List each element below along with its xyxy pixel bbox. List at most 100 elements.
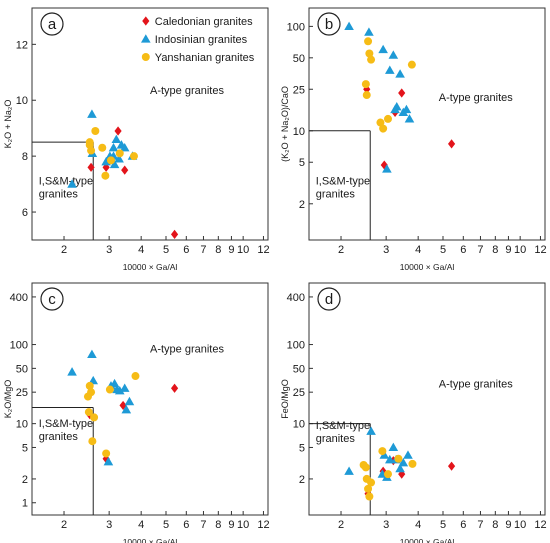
x-tick-label: 12 bbox=[257, 519, 269, 531]
panel-letter: d bbox=[325, 291, 333, 308]
yanshanian-point bbox=[87, 146, 96, 155]
caledonian-point bbox=[170, 229, 179, 240]
yanshanian-point bbox=[362, 91, 371, 100]
panel-letter: c bbox=[48, 291, 56, 308]
x-tick-label: 6 bbox=[183, 519, 189, 531]
x-tick-label: 3 bbox=[106, 244, 112, 256]
y-tick-label: 50 bbox=[16, 363, 28, 375]
indosinian-point bbox=[108, 142, 119, 152]
x-tick-label: 7 bbox=[200, 244, 206, 256]
y-tick-label: 10 bbox=[16, 419, 28, 431]
yanshanian-point bbox=[90, 413, 99, 422]
indosinian-point bbox=[87, 349, 97, 359]
y-tick-label: 10 bbox=[16, 95, 28, 107]
i-sm-type-region-label: I,S&M-type bbox=[39, 418, 93, 430]
panel-badge bbox=[40, 12, 64, 36]
y-tick-label: 100 bbox=[287, 21, 305, 33]
y-tick-label: 10 bbox=[293, 419, 305, 431]
x-tick-label: 10 bbox=[237, 519, 249, 531]
indosinian-point bbox=[344, 21, 354, 30]
caledonian-point bbox=[121, 165, 129, 175]
x-tick-label: 9 bbox=[228, 519, 234, 531]
yanshanian-point bbox=[365, 492, 374, 501]
yanshanian-point bbox=[394, 454, 403, 463]
indosinian-point bbox=[388, 50, 399, 59]
yanshanian-point bbox=[367, 478, 376, 487]
indosinian-point bbox=[385, 454, 395, 464]
yanshanian-point bbox=[88, 437, 97, 446]
x-tick-label: 8 bbox=[215, 519, 221, 531]
x-tick-label: 7 bbox=[477, 244, 483, 256]
x-tick-label: 3 bbox=[383, 244, 389, 256]
x-tick-label: 2 bbox=[338, 519, 344, 531]
x-tick-label: 12 bbox=[534, 244, 546, 256]
indosinian-point bbox=[403, 450, 413, 459]
x-tick-label: 7 bbox=[477, 519, 483, 531]
yanshanian-point bbox=[367, 55, 376, 64]
y-tick-label: 1 bbox=[22, 498, 28, 510]
yanshanian-point bbox=[85, 381, 94, 390]
panel-badge bbox=[317, 12, 341, 36]
yanshanian-point bbox=[105, 385, 114, 394]
x-tick-label: 4 bbox=[415, 244, 421, 256]
y-tick-label: 5 bbox=[22, 442, 28, 454]
i-sm-type-region-label: I,S&M-type bbox=[316, 175, 370, 187]
y-tick-label: 2 bbox=[299, 199, 305, 211]
y-axis-label: K₂O + Na₂O bbox=[3, 100, 13, 149]
yanshanian-point bbox=[106, 156, 115, 165]
yanshanian-point bbox=[84, 408, 93, 417]
caledonian-point bbox=[447, 139, 456, 149]
legend-indosinian-swatch bbox=[141, 34, 151, 43]
y-tick-label: 6 bbox=[22, 207, 28, 219]
yanshanian-point bbox=[115, 149, 124, 158]
legend-caledonian-label: Caledonian granites bbox=[155, 16, 253, 28]
y-tick-label: 12 bbox=[16, 39, 28, 51]
caledonian-point bbox=[170, 383, 179, 393]
x-tick-label: 10 bbox=[237, 244, 249, 256]
plot-frame bbox=[308, 7, 546, 241]
yanshanian-point bbox=[383, 114, 392, 123]
panel-badge bbox=[40, 287, 64, 311]
y-tick-label: 100 bbox=[10, 340, 28, 352]
yanshanian-point bbox=[91, 126, 100, 135]
plot-frame bbox=[308, 282, 546, 516]
x-tick-label: 9 bbox=[505, 244, 511, 256]
indosinian-point bbox=[364, 27, 374, 36]
x-tick-label: 10 bbox=[514, 244, 526, 256]
x-tick-label: 4 bbox=[138, 519, 144, 531]
legend-yanshanian-label: Yanshanian granites bbox=[155, 52, 255, 64]
yanshanian-point bbox=[408, 459, 417, 468]
x-tick-label: 5 bbox=[440, 519, 446, 531]
i-sm-type-region-label: granites bbox=[316, 188, 356, 200]
indosinian-point bbox=[382, 164, 392, 173]
yanshanian-point bbox=[365, 49, 374, 58]
x-tick-label: 5 bbox=[163, 519, 169, 531]
indosinian-point bbox=[395, 69, 405, 78]
x-tick-label: 8 bbox=[492, 244, 498, 256]
y-tick-label: 2 bbox=[22, 474, 28, 486]
a-type-region-label: A-type granites bbox=[439, 378, 513, 390]
x-tick-label: 4 bbox=[138, 244, 144, 256]
yanshanian-point bbox=[87, 388, 96, 397]
a-type-region-label: A-type granites bbox=[150, 85, 224, 97]
indosinian-point bbox=[114, 154, 124, 163]
caledonian-point bbox=[119, 400, 127, 411]
x-tick-label: 7 bbox=[200, 519, 206, 531]
x-axis-label: 10000 × Ga/Al bbox=[123, 262, 178, 272]
indosinian-point bbox=[87, 109, 97, 118]
i-sm-type-region-label: granites bbox=[316, 433, 356, 445]
indosinian-point bbox=[404, 114, 415, 123]
a-type-region-label: A-type granites bbox=[439, 92, 513, 104]
x-tick-label: 6 bbox=[460, 244, 466, 256]
x-tick-label: 2 bbox=[338, 244, 344, 256]
x-tick-label: 6 bbox=[460, 519, 466, 531]
indosinian-point bbox=[391, 101, 402, 111]
indosinian-point bbox=[67, 367, 77, 376]
indosinian-point bbox=[119, 142, 130, 152]
x-tick-label: 10 bbox=[514, 519, 526, 531]
y-tick-label: 25 bbox=[293, 84, 305, 96]
x-tick-label: 5 bbox=[440, 244, 446, 256]
